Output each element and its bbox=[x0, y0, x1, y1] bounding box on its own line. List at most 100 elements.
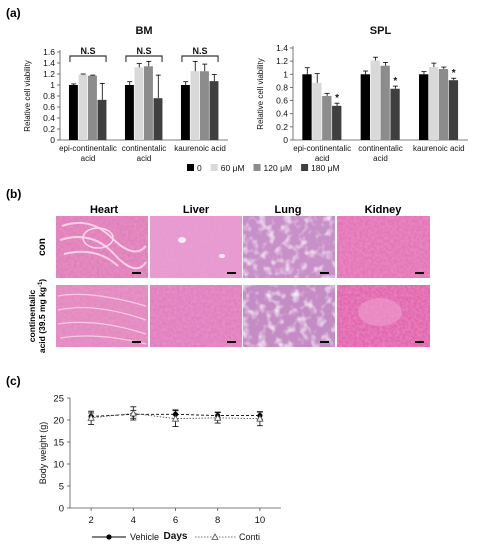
category-label: epi-continentalic bbox=[293, 144, 351, 153]
bar bbox=[180, 85, 190, 140]
y-tick-label: 25 bbox=[53, 394, 64, 405]
legend-c: Vehicle Conti bbox=[92, 532, 260, 542]
y-tick-label: 0.4 bbox=[43, 113, 55, 123]
bar bbox=[144, 66, 153, 140]
legend-swatch bbox=[187, 164, 194, 171]
bar bbox=[97, 99, 107, 140]
y-tick-label: 1.4 bbox=[276, 43, 288, 53]
series-line bbox=[91, 413, 260, 417]
bar bbox=[332, 105, 342, 140]
x-tick-label: 8 bbox=[215, 515, 220, 526]
bar bbox=[88, 75, 97, 140]
bar bbox=[209, 81, 219, 140]
legend-label: 180 μM bbox=[311, 163, 340, 173]
bar bbox=[68, 85, 78, 140]
legend-swatch bbox=[301, 164, 309, 171]
histology-col-lung: Lung bbox=[275, 204, 302, 216]
legend-label-vehicle: Vehicle bbox=[130, 532, 159, 542]
y-tick-label: 0.6 bbox=[276, 96, 288, 106]
x-tick-label: 2 bbox=[88, 515, 93, 526]
category-label: acid bbox=[81, 154, 96, 163]
bar-chart-bm: BM 00.20.40.60.811.21.41.6 Relative cell v… bbox=[23, 25, 228, 163]
significance-bracket bbox=[181, 55, 219, 62]
bar bbox=[360, 74, 370, 140]
histology-image-kidney-treated bbox=[337, 285, 430, 347]
histology-image-kidney-con bbox=[337, 216, 430, 278]
histology-row-treated-line1: continentalic bbox=[27, 290, 37, 343]
legend-label-conti: Conti bbox=[239, 532, 260, 542]
significance-label: N.S bbox=[80, 46, 95, 56]
y-tick-label: 0.6 bbox=[43, 102, 55, 112]
bar bbox=[390, 88, 400, 140]
histology-image-lung-treated bbox=[243, 285, 335, 347]
category-label: continentalic bbox=[122, 144, 166, 153]
bar bbox=[302, 74, 312, 140]
significance-label: N.S bbox=[192, 46, 207, 56]
y-tick-label: 0.2 bbox=[276, 122, 288, 132]
y-tick-label: 0 bbox=[283, 135, 288, 145]
x-axis-label: Days bbox=[164, 531, 188, 542]
x-tick-label: 6 bbox=[173, 515, 178, 526]
y-axis-label: Body weight (g) bbox=[38, 422, 48, 485]
bar bbox=[78, 74, 88, 140]
category-label: acid bbox=[137, 154, 152, 163]
significance-bracket bbox=[69, 55, 107, 62]
y-tick-label: 0.4 bbox=[276, 109, 288, 119]
significance-bracket bbox=[125, 55, 163, 62]
bar bbox=[428, 67, 439, 140]
y-axis-label: Relative cell viability bbox=[23, 60, 32, 132]
histology-row-treated: continentalic acid (39.5 mg kg-1) bbox=[27, 279, 47, 353]
data-point bbox=[171, 414, 180, 422]
y-tick-label: 1.4 bbox=[43, 58, 55, 68]
data-point bbox=[87, 413, 95, 421]
bar bbox=[134, 67, 144, 140]
panel-label-b: (b) bbox=[6, 187, 21, 201]
data-point bbox=[256, 414, 264, 422]
legend-swatch bbox=[210, 164, 218, 171]
y-tick-label: 0 bbox=[59, 504, 64, 515]
legend-marker-vehicle bbox=[106, 534, 112, 540]
histology-image-heart-con bbox=[56, 216, 148, 278]
bar bbox=[153, 98, 163, 140]
category-label: acid bbox=[373, 154, 388, 163]
y-tick-label: 0 bbox=[50, 135, 55, 145]
legend-label: 60 μM bbox=[221, 163, 245, 173]
y-tick-label: 1 bbox=[50, 80, 55, 90]
histology-image-liver-treated bbox=[150, 285, 242, 347]
bar bbox=[380, 65, 390, 140]
y-tick-label: 1.2 bbox=[43, 69, 55, 79]
histology-image-liver-con bbox=[150, 216, 242, 278]
histology-row-treated-line2: acid (39.5 mg kg-1) bbox=[37, 279, 47, 353]
legend-marker-conti bbox=[211, 533, 219, 540]
bar bbox=[190, 71, 200, 140]
data-point bbox=[129, 409, 137, 417]
category-label: epi-continentalic bbox=[59, 144, 117, 153]
y-tick-label: 1.6 bbox=[43, 47, 55, 57]
histology-panel: Heart Liver Lung Kidney con continentali… bbox=[27, 204, 430, 353]
y-axis-label: Relative cell viability bbox=[256, 58, 265, 130]
x-tick-label: 4 bbox=[131, 515, 136, 526]
histology-col-heart: Heart bbox=[90, 204, 118, 216]
bar bbox=[419, 74, 429, 140]
bar bbox=[448, 80, 459, 140]
y-tick-label: 0.2 bbox=[43, 124, 55, 134]
chart-title: SPL bbox=[370, 25, 392, 37]
panel-label-a: (a) bbox=[6, 6, 21, 20]
legend-swatch bbox=[253, 164, 261, 171]
y-tick-label: 10 bbox=[53, 460, 64, 471]
legend-a: 0 60 μM 120 μM 180 μM bbox=[187, 163, 340, 173]
y-tick-label: 1.2 bbox=[276, 56, 288, 66]
x-tick-label: 10 bbox=[255, 515, 266, 526]
significance-star: * bbox=[393, 76, 397, 87]
histology-row-con: con bbox=[37, 238, 48, 256]
significance-star: * bbox=[335, 93, 339, 104]
bar bbox=[370, 60, 380, 140]
line-chart-body-weight: 0 5 10 15 20 25 2 4 6 8 10 Days Body weight (g) bbox=[38, 394, 281, 542]
y-tick-label: 0.8 bbox=[43, 91, 55, 101]
category-label: acid bbox=[315, 154, 330, 163]
category-label: kaurenoic acid bbox=[413, 144, 465, 153]
legend-label: 0 bbox=[197, 163, 202, 173]
histology-image-lung-con bbox=[243, 216, 335, 278]
y-tick-label: 5 bbox=[59, 482, 64, 493]
